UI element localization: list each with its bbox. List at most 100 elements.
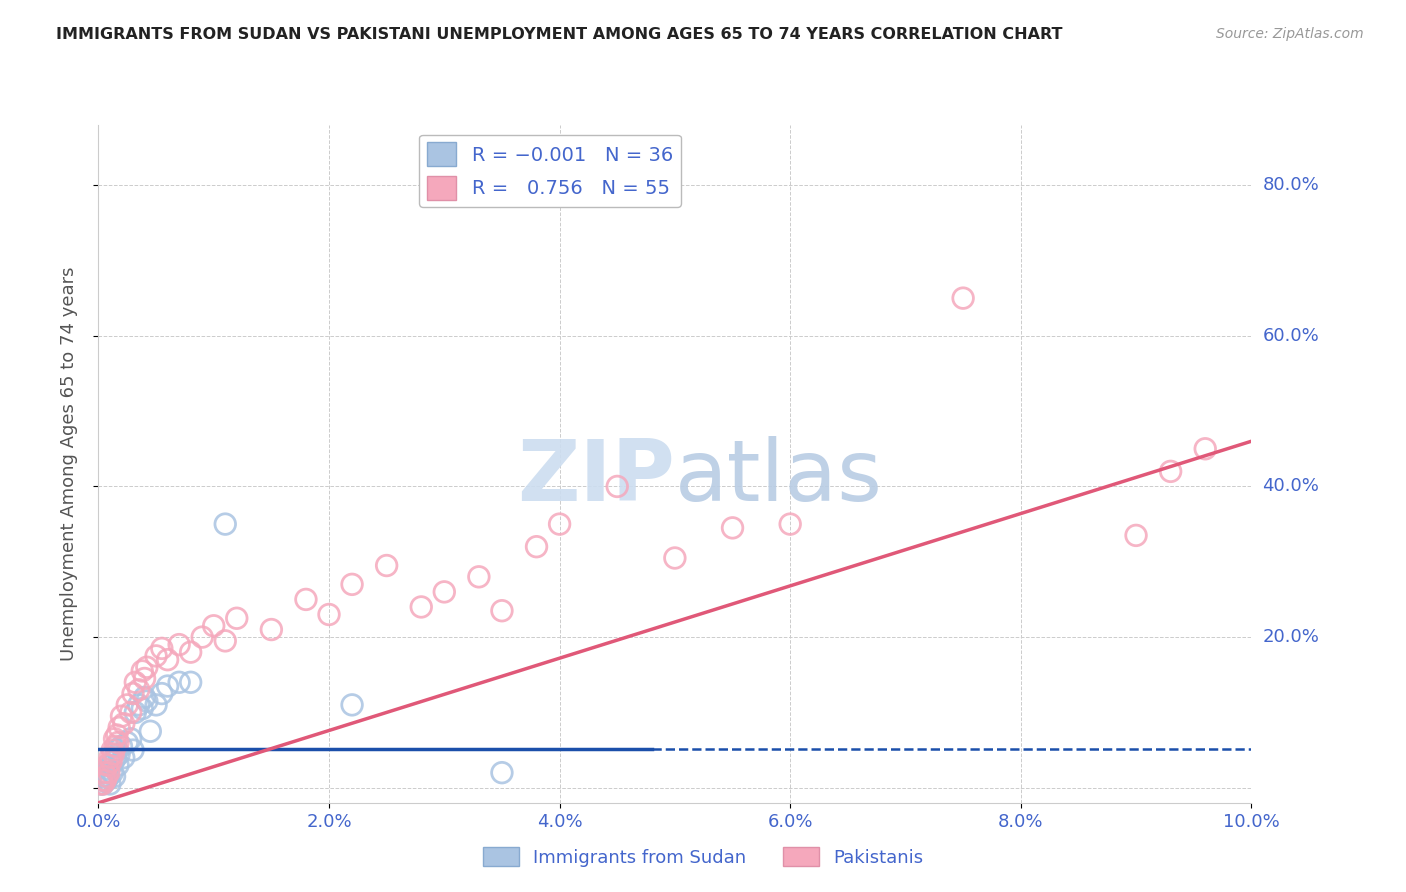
Point xyxy=(100,758,122,772)
Point xyxy=(112,750,135,764)
Point xyxy=(295,592,318,607)
Legend: R = −0.001   N = 36, R =   0.756   N = 55: R = −0.001 N = 36, R = 0.756 N = 55 xyxy=(419,135,681,207)
Point xyxy=(122,743,145,757)
Point xyxy=(94,773,117,788)
Point xyxy=(134,690,156,705)
Point xyxy=(779,517,801,532)
Point xyxy=(340,577,363,591)
Point xyxy=(548,517,571,532)
Point xyxy=(112,716,135,731)
Point xyxy=(101,765,124,780)
Point xyxy=(491,604,513,618)
Point xyxy=(104,739,127,754)
Point xyxy=(1160,464,1182,478)
Point xyxy=(103,747,125,761)
Text: 60.0%: 60.0% xyxy=(1263,326,1319,345)
Point xyxy=(664,551,686,566)
Point xyxy=(340,698,363,712)
Point xyxy=(110,709,132,723)
Text: 80.0%: 80.0% xyxy=(1263,176,1319,194)
Point xyxy=(526,540,548,554)
Point xyxy=(375,558,398,573)
Point xyxy=(93,765,115,780)
Point xyxy=(202,619,225,633)
Point xyxy=(107,758,129,772)
Point xyxy=(491,765,513,780)
Point xyxy=(124,675,146,690)
Point xyxy=(103,731,125,746)
Legend: Immigrants from Sudan, Pakistanis: Immigrants from Sudan, Pakistanis xyxy=(475,840,931,874)
Point xyxy=(97,769,120,783)
Point xyxy=(98,777,121,791)
Point xyxy=(96,769,118,783)
Point xyxy=(180,675,202,690)
Point xyxy=(122,687,145,701)
Point xyxy=(468,570,491,584)
Point xyxy=(90,777,112,791)
Text: Source: ZipAtlas.com: Source: ZipAtlas.com xyxy=(1216,27,1364,41)
Point xyxy=(90,773,112,788)
Point xyxy=(108,721,131,735)
Point xyxy=(606,479,628,493)
Point xyxy=(124,706,146,720)
Point xyxy=(100,755,122,769)
Point xyxy=(97,762,120,776)
Point xyxy=(91,777,114,791)
Point xyxy=(120,706,142,720)
Point xyxy=(98,750,121,764)
Point xyxy=(104,750,127,764)
Point xyxy=(105,743,128,757)
Point xyxy=(108,747,131,761)
Point xyxy=(721,521,744,535)
Point xyxy=(1125,528,1147,542)
Point xyxy=(131,701,153,715)
Point xyxy=(93,769,115,783)
Point xyxy=(225,611,247,625)
Point xyxy=(105,728,128,742)
Point xyxy=(103,769,125,783)
Text: ZIP: ZIP xyxy=(517,436,675,519)
Text: atlas: atlas xyxy=(675,436,883,519)
Point xyxy=(91,777,114,791)
Point xyxy=(180,645,202,659)
Point xyxy=(103,755,125,769)
Point xyxy=(96,773,118,788)
Point xyxy=(139,724,162,739)
Y-axis label: Unemployment Among Ages 65 to 74 years: Unemployment Among Ages 65 to 74 years xyxy=(59,267,77,661)
Point xyxy=(101,743,124,757)
Point xyxy=(94,765,117,780)
Text: 20.0%: 20.0% xyxy=(1263,628,1319,646)
Point xyxy=(135,660,157,674)
Point xyxy=(135,694,157,708)
Point xyxy=(97,765,120,780)
Point xyxy=(214,517,236,532)
Point xyxy=(145,648,167,663)
Point xyxy=(117,735,138,749)
Point xyxy=(318,607,340,622)
Point xyxy=(97,758,120,772)
Point xyxy=(411,599,433,614)
Point xyxy=(167,675,190,690)
Point xyxy=(90,773,112,788)
Point xyxy=(433,585,456,599)
Text: IMMIGRANTS FROM SUDAN VS PAKISTANI UNEMPLOYMENT AMONG AGES 65 TO 74 YEARS CORREL: IMMIGRANTS FROM SUDAN VS PAKISTANI UNEMP… xyxy=(56,27,1063,42)
Point xyxy=(128,698,150,712)
Point xyxy=(145,698,167,712)
Point xyxy=(110,739,132,754)
Point xyxy=(156,679,179,693)
Point xyxy=(134,672,156,686)
Text: 40.0%: 40.0% xyxy=(1263,477,1319,495)
Point xyxy=(214,633,236,648)
Point xyxy=(90,777,112,791)
Point xyxy=(156,653,179,667)
Point xyxy=(150,641,173,656)
Point xyxy=(167,638,190,652)
Point xyxy=(191,630,214,644)
Point xyxy=(117,698,138,712)
Point xyxy=(952,291,974,305)
Point xyxy=(107,735,129,749)
Point xyxy=(131,664,153,678)
Point xyxy=(150,687,173,701)
Point xyxy=(128,682,150,697)
Point xyxy=(120,731,142,746)
